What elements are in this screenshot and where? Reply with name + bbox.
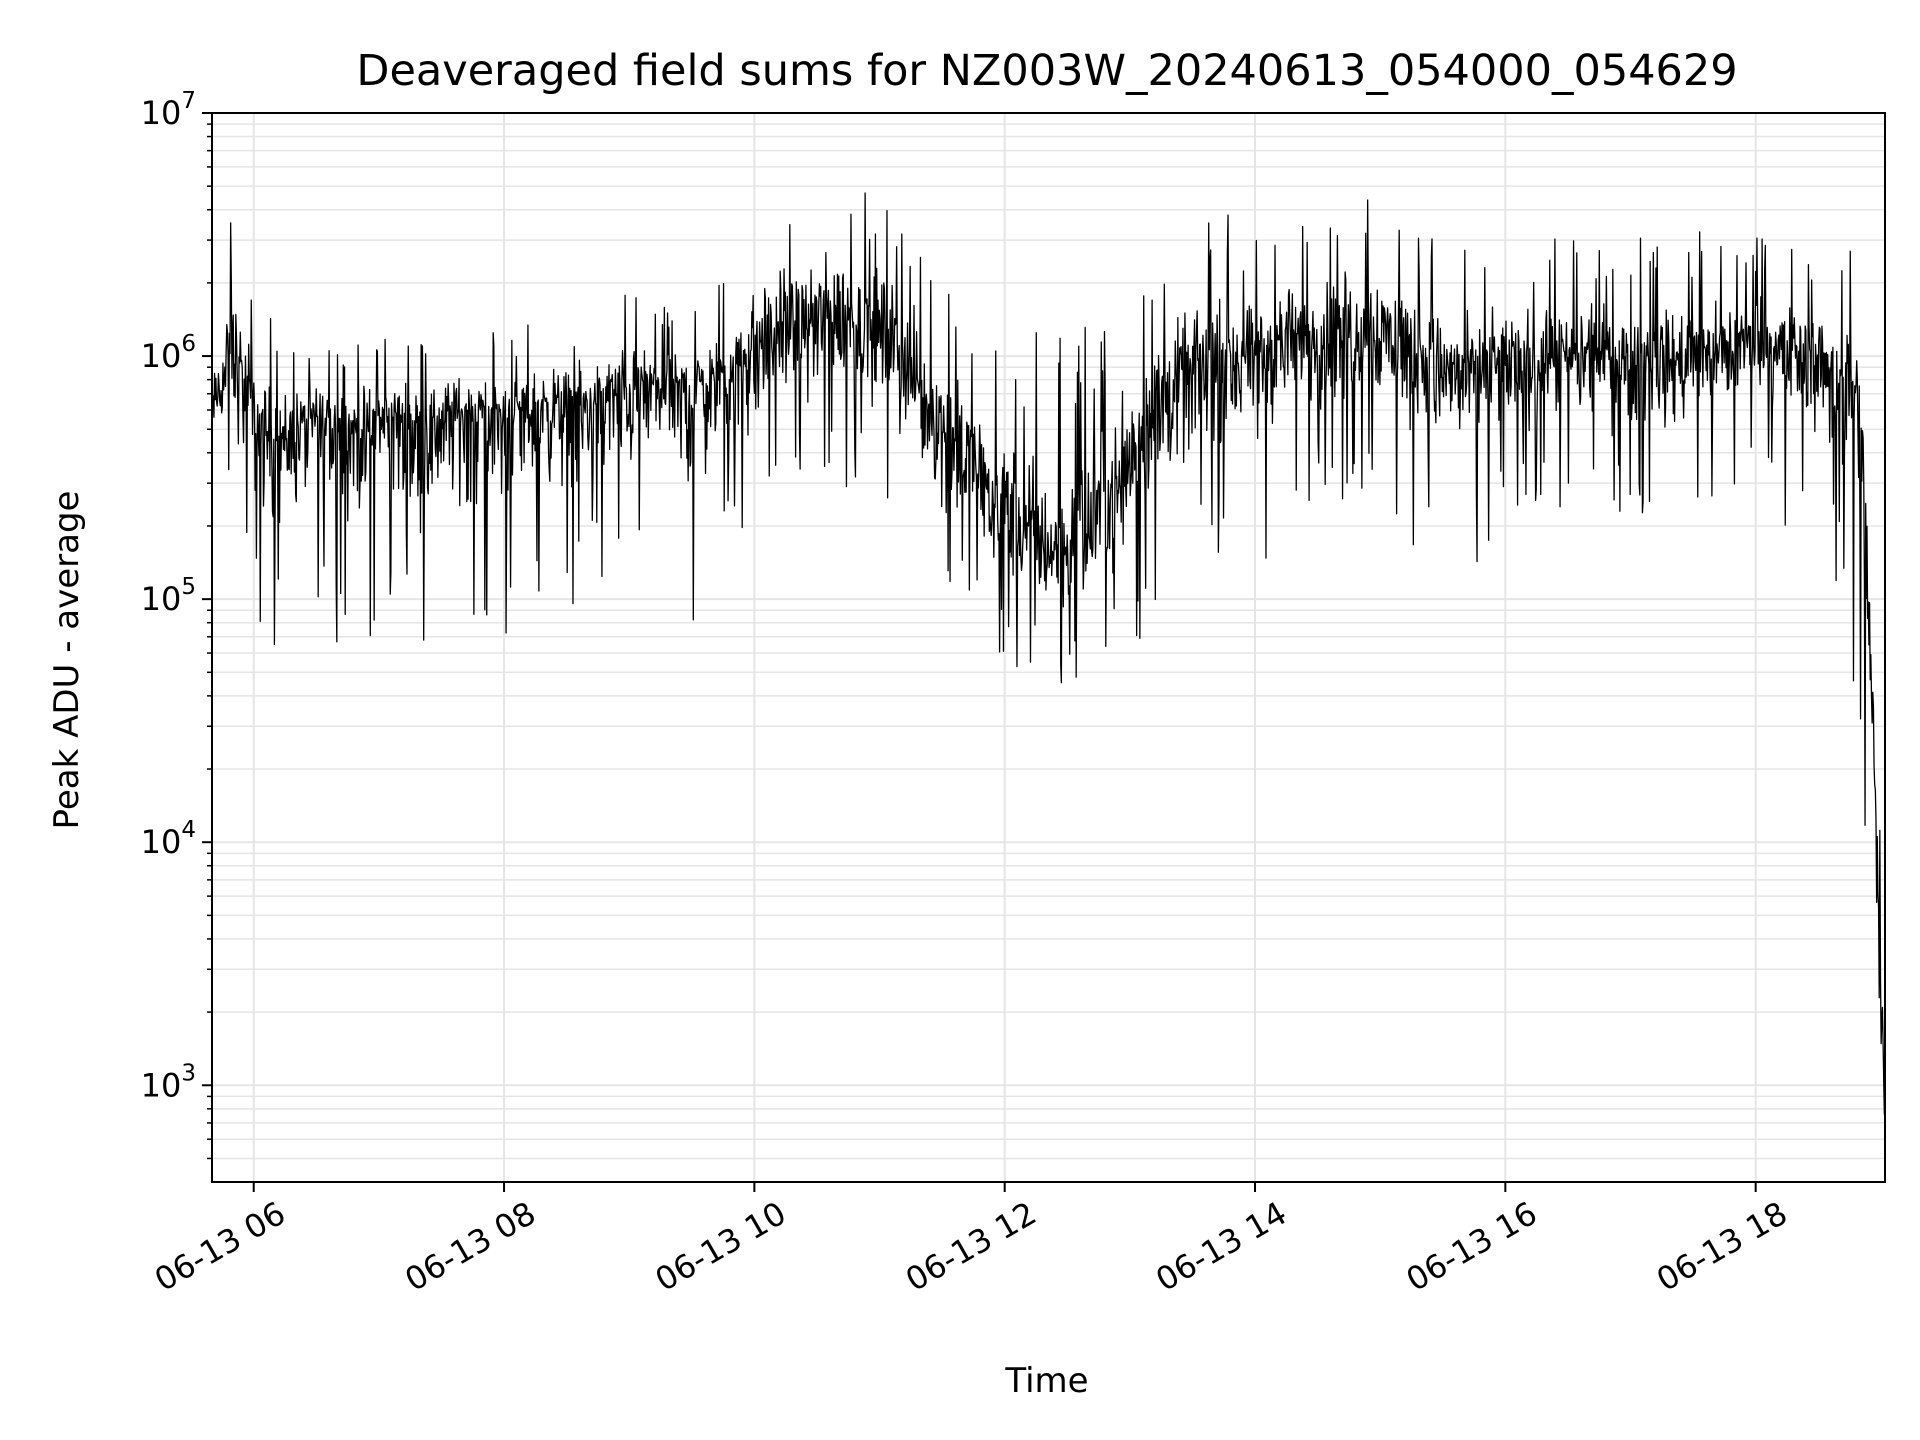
y-tick-label: 106 bbox=[141, 331, 196, 375]
y-tick-label: 103 bbox=[141, 1060, 196, 1104]
y-tick-label: 107 bbox=[141, 88, 196, 132]
y-axis: 103 104 105 106 107 bbox=[141, 88, 212, 1160]
y-axis-title: Peak ADU - average bbox=[47, 491, 87, 830]
x-axis-title: Time bbox=[1004, 1361, 1088, 1401]
y-tick-label: 105 bbox=[141, 574, 196, 618]
y-tick-label: 104 bbox=[141, 817, 196, 861]
minor-gridlines bbox=[212, 123, 1885, 1160]
series-line bbox=[211, 192, 1886, 1119]
plot-area-frame bbox=[211, 112, 1886, 1183]
chart-title: Deaveraged field sums for NZ003W_2024061… bbox=[356, 46, 1737, 96]
series-layer bbox=[211, 192, 1886, 1119]
